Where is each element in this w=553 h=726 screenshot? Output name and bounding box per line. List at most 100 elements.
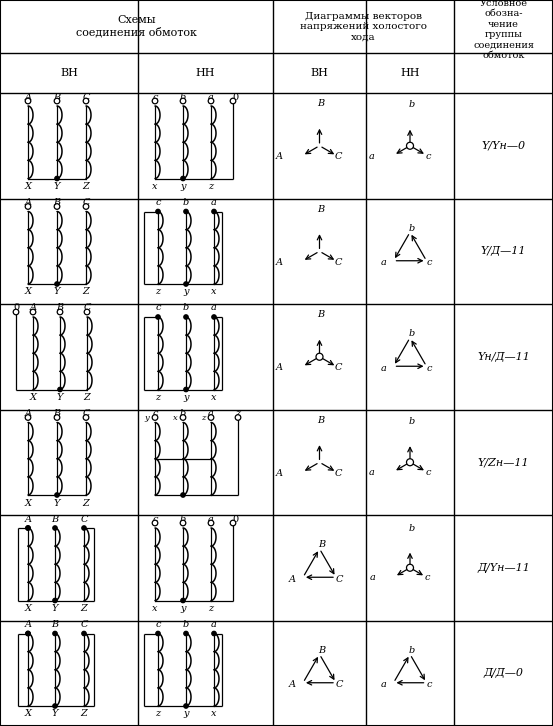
Circle shape — [25, 204, 31, 209]
Circle shape — [181, 493, 185, 497]
Text: b: b — [183, 620, 189, 629]
Circle shape — [26, 526, 30, 530]
Text: x: x — [173, 414, 178, 422]
Circle shape — [13, 309, 19, 315]
Text: a: a — [380, 680, 387, 689]
Text: Y: Y — [54, 287, 60, 296]
Text: A: A — [276, 469, 283, 478]
Text: a: a — [369, 468, 374, 477]
Text: C: C — [80, 620, 88, 629]
Text: a: a — [211, 198, 217, 207]
Text: b: b — [409, 524, 415, 534]
Circle shape — [181, 598, 185, 603]
Text: B: B — [54, 198, 61, 207]
Text: a: a — [369, 574, 375, 582]
Circle shape — [184, 387, 188, 392]
Circle shape — [84, 309, 90, 315]
Text: a: a — [208, 409, 214, 418]
Text: A: A — [289, 575, 295, 584]
Text: c: c — [155, 620, 161, 629]
Text: Диаграммы векторов
напряжений холостого
хода: Диаграммы векторов напряжений холостого … — [300, 12, 427, 41]
Text: x: x — [211, 393, 217, 402]
Circle shape — [184, 632, 188, 636]
Text: c: c — [427, 364, 432, 372]
Circle shape — [82, 632, 86, 636]
Text: B: B — [318, 645, 325, 655]
Text: ВН: ВН — [311, 68, 328, 78]
Circle shape — [25, 98, 31, 104]
Circle shape — [184, 282, 188, 286]
Text: Y/Zн—11: Y/Zн—11 — [478, 457, 529, 468]
Text: B: B — [54, 409, 61, 418]
Circle shape — [53, 526, 57, 530]
Text: a: a — [211, 303, 217, 312]
Text: A: A — [276, 363, 283, 372]
Text: b: b — [409, 224, 415, 233]
Text: X: X — [24, 499, 32, 507]
Text: Y/Д—11: Y/Д—11 — [481, 246, 526, 256]
Text: 0: 0 — [232, 92, 238, 102]
Text: b: b — [180, 409, 186, 418]
Text: y: y — [183, 287, 189, 296]
Text: c: c — [152, 92, 158, 102]
Circle shape — [83, 98, 89, 104]
Circle shape — [208, 415, 214, 420]
Text: Z: Z — [84, 393, 90, 402]
Text: z: z — [201, 414, 205, 422]
Text: A: A — [24, 409, 32, 418]
Circle shape — [83, 415, 89, 420]
Text: X: X — [24, 287, 32, 296]
Text: X: X — [24, 182, 32, 191]
Text: C: C — [335, 469, 342, 478]
Circle shape — [316, 354, 323, 360]
Circle shape — [184, 315, 188, 319]
Text: Y: Y — [52, 604, 58, 613]
Text: X: X — [29, 393, 36, 402]
Text: Y: Y — [52, 709, 58, 719]
Text: A: A — [24, 92, 32, 102]
Circle shape — [55, 176, 59, 181]
Circle shape — [58, 387, 62, 392]
Text: Д/Д—0: Д/Д—0 — [483, 668, 524, 678]
Circle shape — [55, 282, 59, 286]
Text: Z: Z — [82, 182, 90, 191]
Circle shape — [152, 98, 158, 104]
Circle shape — [156, 632, 160, 636]
Text: x: x — [152, 182, 158, 191]
Circle shape — [180, 521, 186, 526]
Circle shape — [54, 204, 60, 209]
Text: a: a — [208, 515, 214, 523]
Circle shape — [53, 703, 57, 708]
Circle shape — [156, 315, 160, 319]
Text: НН: НН — [196, 68, 215, 78]
Text: a: a — [208, 92, 214, 102]
Text: A: A — [24, 515, 32, 523]
Text: b: b — [180, 515, 186, 523]
Circle shape — [26, 632, 30, 636]
Text: b: b — [183, 303, 189, 312]
Circle shape — [181, 176, 185, 181]
Text: B: B — [317, 99, 324, 108]
Text: 0: 0 — [13, 303, 19, 312]
Text: B: B — [51, 515, 59, 523]
Text: c: c — [152, 515, 158, 523]
Circle shape — [30, 309, 36, 315]
Text: b: b — [180, 92, 186, 102]
Circle shape — [212, 315, 216, 319]
Text: z: z — [155, 709, 160, 719]
Circle shape — [406, 459, 414, 466]
Circle shape — [83, 204, 89, 209]
Text: c: c — [155, 303, 161, 312]
Circle shape — [26, 526, 30, 530]
Text: B: B — [51, 620, 59, 629]
Text: z: z — [155, 393, 160, 402]
Circle shape — [54, 98, 60, 104]
Circle shape — [208, 98, 214, 104]
Text: Д/Yн—11: Д/Yн—11 — [477, 563, 530, 573]
Text: z: z — [236, 409, 241, 418]
Circle shape — [54, 415, 60, 420]
Text: A: A — [276, 258, 283, 266]
Circle shape — [212, 209, 216, 213]
Text: Схемы
соединения обмоток: Схемы соединения обмоток — [76, 15, 197, 38]
Text: a: a — [380, 258, 387, 267]
